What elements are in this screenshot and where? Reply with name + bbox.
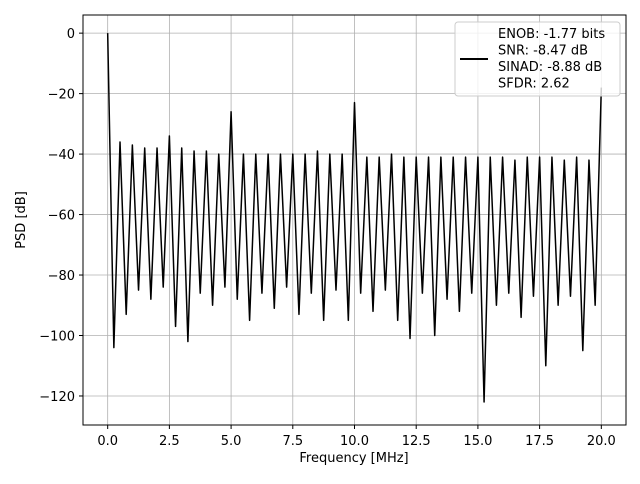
y-tick-label: −120 [39,390,75,405]
x-tick-label: 7.5 [282,434,303,449]
x-tick-label: 10.0 [340,434,369,449]
axes-frame [82,14,627,426]
legend-entry: ENOB: -1.77 bits SNR: -8.47 dB SINAD: -8.8… [498,27,605,92]
x-tick-label: 17.5 [525,434,554,449]
y-tick-label: −40 [48,148,75,163]
y-tick-label: −100 [39,330,75,345]
x-tick-label: 20.0 [587,434,616,449]
y-axis-label: PSD [dB] [14,191,29,249]
x-tick-label: 12.5 [402,434,431,449]
x-tick-label: 15.0 [463,434,492,449]
y-tick-label: 0 [67,27,75,42]
y-tick-label: −60 [48,209,75,224]
psd-line [106,33,603,403]
x-tick-label: 5.0 [221,434,242,449]
x-axis-label: Frequency [MHz] [299,451,408,466]
x-tick-label: 0.0 [97,434,118,449]
x-tick-label: 2.5 [159,434,180,449]
y-tick-label: −20 [48,88,75,103]
legend-box [454,21,621,97]
y-tick-label: −80 [48,269,75,284]
